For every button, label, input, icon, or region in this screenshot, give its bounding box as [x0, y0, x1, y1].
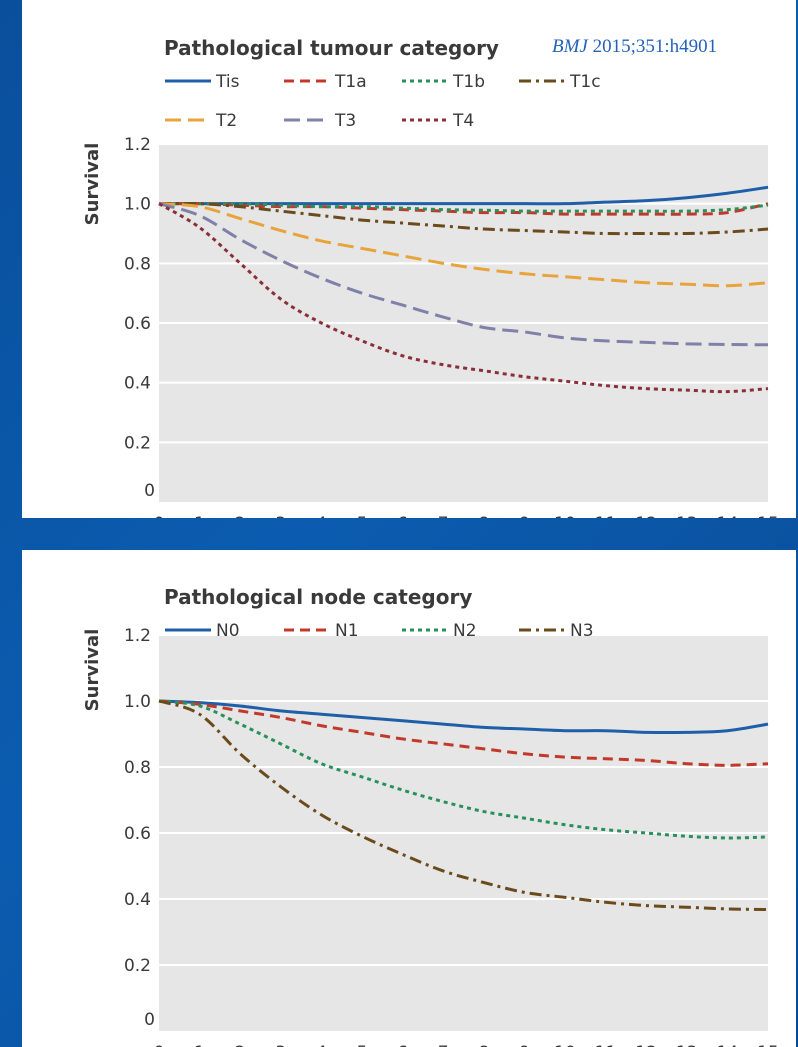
- legend-label-t1c: T1c: [569, 72, 601, 92]
- y-tick-label: 1.2: [124, 626, 151, 646]
- series-line-n1: [158, 699, 769, 767]
- chart-title: Pathological tumour category: [164, 36, 499, 60]
- series-line-t1c: [158, 201, 769, 236]
- x-tick-label: 11: [595, 514, 617, 518]
- y-tick-label: 0.8: [124, 254, 151, 274]
- y-tick-label: 0.8: [124, 758, 151, 778]
- node-chart-panel: 00.20.40.60.81.01.2012345678910111213141…: [22, 550, 796, 1047]
- x-tick-label: 11: [595, 1043, 617, 1047]
- legend-label-t1b: T1b: [452, 72, 485, 92]
- citation-journal: BMJ: [552, 36, 588, 57]
- y-tick-label: 0.6: [124, 314, 151, 334]
- x-tick-label: 5: [357, 514, 368, 518]
- tumour-chart-panel: 00.20.40.60.81.01.2012345678910111213141…: [22, 0, 796, 518]
- x-tick-label: 15: [757, 1043, 779, 1047]
- series-line-tis: [158, 185, 769, 206]
- x-tick-label: 8: [478, 1043, 489, 1047]
- y-tick-label: 0: [144, 481, 155, 501]
- legend-label-t3: T3: [334, 111, 356, 131]
- y-tick-label: 1.2: [124, 135, 151, 155]
- series-line-t4: [158, 202, 769, 394]
- chart-title: Pathological node category: [164, 585, 472, 609]
- x-tick-label: 1: [194, 1043, 205, 1047]
- x-tick-label: 0: [154, 514, 165, 518]
- x-tick-label: 7: [438, 1043, 449, 1047]
- series-line-t2: [158, 202, 769, 288]
- legend-label-t1a: T1a: [334, 72, 367, 92]
- y-tick-label: 0.4: [124, 890, 151, 910]
- legend-label-n2: N2: [453, 621, 477, 641]
- x-tick-label: 0: [154, 1043, 165, 1047]
- x-tick-label: 9: [519, 1043, 530, 1047]
- x-tick-label: 9: [519, 514, 530, 518]
- y-tick-label: 0.4: [124, 374, 151, 394]
- x-tick-label: 2: [235, 514, 246, 518]
- x-tick-label: 13: [676, 1043, 698, 1047]
- x-tick-label: 10: [554, 514, 576, 518]
- x-tick-label: 14: [717, 514, 739, 518]
- y-tick-label: 0.6: [124, 824, 151, 844]
- citation-ref: 2015;351:h4901: [587, 36, 718, 57]
- series-line-n3: [158, 699, 769, 912]
- y-tick-label: 0.2: [124, 956, 151, 976]
- y-tick-label: 1.0: [124, 692, 151, 712]
- x-tick-label: 4: [316, 514, 327, 518]
- x-tick-label: 7: [438, 514, 449, 518]
- series-line-t1a: [158, 202, 769, 216]
- y-tick-label: 1.0: [124, 195, 151, 215]
- series-line-t3: [158, 202, 769, 347]
- x-tick-label: 8: [478, 514, 489, 518]
- x-tick-label: 4: [316, 1043, 327, 1047]
- x-tick-label: 15: [757, 514, 779, 518]
- x-tick-label: 12: [635, 514, 657, 518]
- x-tick-label: 2: [235, 1043, 246, 1047]
- citation: BMJ 2015;351:h4901: [552, 36, 717, 58]
- x-tick-label: 12: [635, 1043, 657, 1047]
- tumour-survival-chart: 00.20.40.60.81.01.2012345678910111213141…: [82, 36, 779, 518]
- legend-label-t4: T4: [452, 111, 474, 131]
- legend-label-t2: T2: [215, 111, 237, 131]
- y-tick-label: 0.2: [124, 433, 151, 453]
- x-tick-label: 1: [194, 514, 205, 518]
- legend-label-tis: Tis: [215, 72, 240, 92]
- x-tick-label: 3: [275, 514, 286, 518]
- x-tick-label: 3: [275, 1043, 286, 1047]
- series-line-n0: [158, 699, 769, 735]
- x-tick-label: 5: [357, 1043, 368, 1047]
- x-tick-label: 13: [676, 514, 698, 518]
- legend-label-n1: N1: [335, 621, 359, 641]
- x-tick-label: 10: [554, 1043, 576, 1047]
- x-tick-label: 6: [397, 1043, 408, 1047]
- legend-label-n3: N3: [570, 621, 594, 641]
- x-tick-label: 6: [397, 514, 408, 518]
- y-tick-label: 0: [144, 1010, 155, 1030]
- series-line-n2: [158, 699, 769, 840]
- x-tick-label: 14: [717, 1043, 739, 1047]
- y-axis-label: Survival: [82, 629, 103, 712]
- series-line-t1b: [158, 202, 769, 213]
- y-axis-label: Survival: [82, 143, 103, 226]
- legend-label-n0: N0: [216, 621, 240, 641]
- node-survival-chart: 00.20.40.60.81.01.2012345678910111213141…: [82, 585, 779, 1047]
